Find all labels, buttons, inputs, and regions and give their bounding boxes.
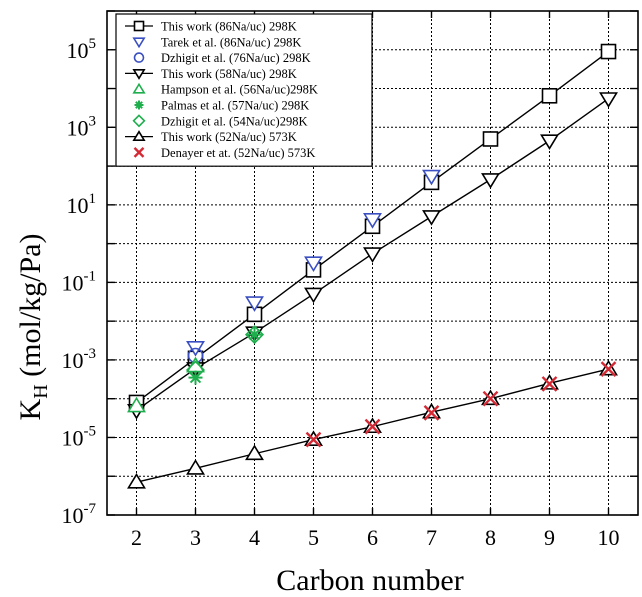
y-tick-label: 10-7 xyxy=(62,501,97,528)
legend-marker xyxy=(132,114,146,128)
legend-label: This work (52Na/uc) 573K xyxy=(161,130,297,144)
data-point xyxy=(185,360,206,380)
data-point xyxy=(600,361,617,377)
y-axis-title-subscript: H xyxy=(30,384,52,398)
y-axis-title-unit: (mol/kg/Pa) xyxy=(14,234,47,385)
x-tick-label: 10 xyxy=(598,525,620,550)
legend-entry: This work (58Na/uc) 298K xyxy=(125,67,297,81)
y-tick-label-base: 10 xyxy=(62,348,84,373)
y-tick-label-base: 10 xyxy=(62,503,84,528)
data-point xyxy=(600,43,617,60)
y-tick-label-exponent: -1 xyxy=(84,268,97,284)
y-tick-label: 103 xyxy=(67,113,97,140)
y-axis-title: KH (mol/kg/Pa) xyxy=(14,234,52,421)
legend-marker xyxy=(132,69,146,80)
data-point xyxy=(422,169,441,186)
legend-entry: This work (52Na/uc) 573K xyxy=(125,130,297,144)
y-tick-label: 105 xyxy=(67,36,97,63)
x-tick-label: 3 xyxy=(190,525,201,550)
y-tick-label-base: 10 xyxy=(62,425,84,450)
y-tick-label-exponent: -7 xyxy=(84,501,97,517)
x-tick-label: 8 xyxy=(485,525,496,550)
x-axis-title: Carbon number xyxy=(276,564,463,597)
y-tick-label-exponent: 3 xyxy=(89,113,97,129)
data-point xyxy=(127,396,146,413)
legend-label: Palmas et al. (57Na/uc) 298K xyxy=(161,99,309,113)
legend-label: Denayer et at. (52Na/uc) 573K xyxy=(161,146,315,160)
y-tick-label: 10-3 xyxy=(62,346,97,373)
data-point xyxy=(541,376,558,392)
data-point xyxy=(364,418,381,435)
data-point xyxy=(422,402,441,419)
y-tick-label-exponent: 5 xyxy=(89,36,97,52)
data-point xyxy=(540,374,559,390)
legend-label: Hampson et al. (56Na/uc)298K xyxy=(161,83,318,97)
data-point xyxy=(244,325,265,345)
data-point xyxy=(422,210,441,226)
data-point xyxy=(304,256,323,273)
x-tick-label: 5 xyxy=(308,525,319,550)
legend-marker xyxy=(132,130,146,141)
data-point xyxy=(541,87,558,104)
data-point xyxy=(599,92,618,108)
data-point xyxy=(363,213,382,229)
y-tick-label-base: 10 xyxy=(67,38,89,63)
legend-label: Dzhigit et al. (76Na/uc) 298K xyxy=(161,51,311,65)
data-point xyxy=(423,405,440,421)
data-point xyxy=(481,173,500,189)
y-tick-label-base: 10 xyxy=(67,115,89,140)
series-markers xyxy=(127,43,618,489)
data-point xyxy=(245,444,264,461)
legend-marker xyxy=(133,147,145,158)
x-tick-label: 6 xyxy=(367,525,378,550)
y-tick-label-exponent: -3 xyxy=(84,346,97,362)
legend-label: Tarek et al. (86Na/uc) 298K xyxy=(161,35,301,49)
data-point xyxy=(305,431,322,448)
data-point xyxy=(304,287,323,304)
legend-entry: This work (86Na/uc) 298K xyxy=(125,20,297,34)
legend-marker xyxy=(132,82,146,94)
x-tick-label: 2 xyxy=(131,525,142,550)
legend-label: This work (58Na/uc) 298K xyxy=(161,67,297,81)
legend-box xyxy=(115,13,373,167)
data-point xyxy=(540,134,559,150)
legend-entry: Dzhigit et al. (76Na/uc) 298K xyxy=(133,51,311,65)
legend-marker xyxy=(133,52,145,63)
y-axis-title-symbol: K xyxy=(14,398,47,420)
legend-entry: Palmas et al. (57Na/uc) 298K xyxy=(134,99,309,113)
y-tick-label-base: 10 xyxy=(62,270,84,295)
data-point xyxy=(127,472,146,489)
x-tick-label: 9 xyxy=(544,525,555,550)
legend-marker xyxy=(132,37,146,49)
y-tick-label-exponent: -5 xyxy=(84,423,97,439)
x-tick-label: 4 xyxy=(249,525,260,550)
data-point xyxy=(482,131,499,147)
y-tick-label: 10-5 xyxy=(62,423,97,450)
data-point xyxy=(247,327,262,342)
legend-label: This work (86Na/uc) 298K xyxy=(161,20,297,34)
legend-marker xyxy=(134,100,144,110)
data-point xyxy=(186,459,205,475)
legend-entry: Tarek et al. (86Na/uc) 298K xyxy=(132,35,301,49)
legend-entry: Hampson et al. (56Na/uc)298K xyxy=(132,82,318,97)
y-tick-label-exponent: 1 xyxy=(89,191,97,207)
data-point xyxy=(245,296,264,312)
y-axis-title-group: KH (mol/kg/Pa) xyxy=(14,234,52,421)
data-point xyxy=(482,390,499,407)
legend-entry: Denayer et at. (52Na/uc) 573K xyxy=(133,146,315,160)
data-point xyxy=(363,247,382,263)
legend-label: Dzhigit et al. (54Na/uc)298K xyxy=(161,114,307,128)
x-tick-label: 7 xyxy=(426,525,437,550)
legend-marker xyxy=(133,20,145,32)
y-tick-label: 101 xyxy=(67,191,97,218)
y-tick-label: 10-1 xyxy=(62,268,97,295)
legend-entry: Dzhigit et al. (54Na/uc)298K xyxy=(132,114,307,128)
y-tick-label-base: 10 xyxy=(67,193,89,218)
